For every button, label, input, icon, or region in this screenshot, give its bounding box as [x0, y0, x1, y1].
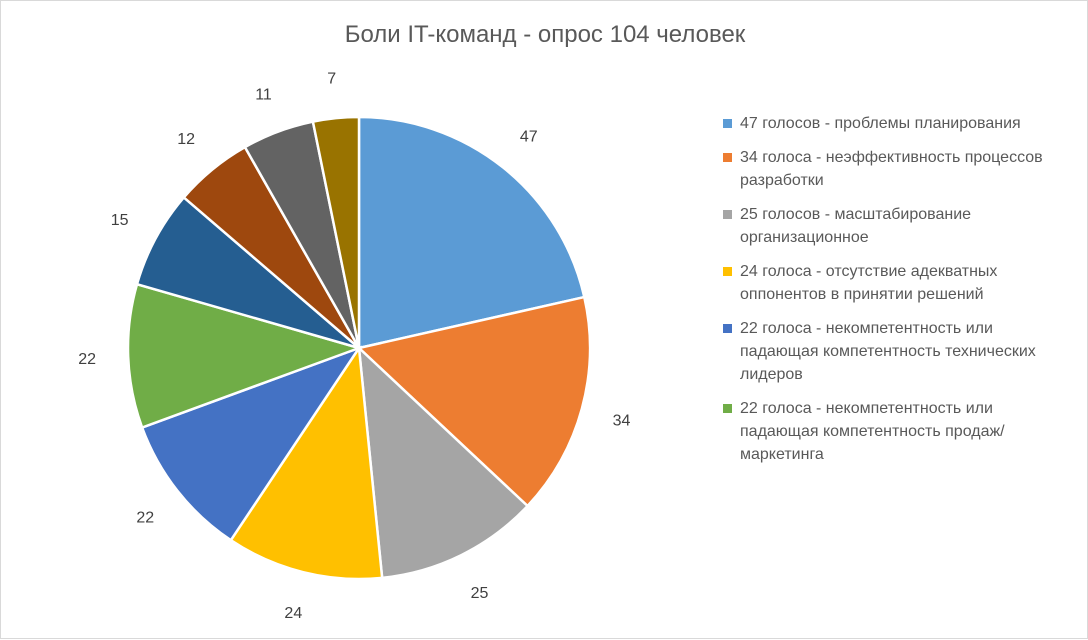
legend-label: 22 голоса - некомпетентность или падающа…	[740, 400, 1005, 463]
data-label: 12	[177, 131, 195, 148]
legend-item: 22 голоса - некомпетентность или падающа…	[723, 317, 1073, 386]
chart-legend: 47 голосов - проблемы планирования 34 гол…	[723, 112, 1073, 477]
legend-label: 47 голосов - проблемы планирования	[740, 115, 1021, 132]
data-label: 25	[471, 585, 489, 602]
legend-marker-icon	[723, 324, 732, 333]
legend-item: 25 голосов - масштабирование организацио…	[723, 203, 1073, 249]
data-label: 7	[327, 70, 336, 87]
pie-slice	[311, 115, 361, 349]
data-label: 24	[284, 605, 302, 622]
legend-marker-icon	[723, 153, 732, 162]
legend-item: 22 голоса - некомпетентность или падающа…	[723, 397, 1073, 466]
data-label: 34	[613, 412, 631, 429]
pie-slice	[357, 344, 530, 580]
legend-marker-icon	[723, 119, 732, 128]
pie-slice	[126, 282, 364, 430]
data-label: 47	[520, 129, 538, 146]
legend-item: 34 голоса - неэффективность процессов ра…	[723, 146, 1073, 192]
pie-slice	[357, 115, 586, 350]
pie-slice	[229, 344, 384, 581]
pie-slice	[356, 295, 592, 508]
data-label: 15	[111, 212, 129, 229]
legend-marker-icon	[723, 404, 732, 413]
legend-label: 25 голосов - масштабирование организацио…	[740, 206, 972, 246]
legend-item: 24 голоса - отсутствие адекватных оппоне…	[723, 260, 1073, 306]
legend-label: 34 голоса - неэффективность процессов ра…	[740, 149, 1043, 189]
legend-label: 24 голоса - отсутствие адекватных оппоне…	[740, 263, 998, 303]
legend-label: 22 голоса - некомпетентность или падающа…	[740, 320, 1036, 383]
legend-marker-icon	[723, 210, 732, 219]
legend-item: 47 голосов - проблемы планирования	[723, 112, 1073, 135]
pie-slice	[140, 345, 363, 542]
legend-marker-icon	[723, 267, 732, 276]
chart-title: Боли IT-команд - опрос 104 человек	[344, 21, 746, 48]
data-label: 22	[136, 509, 154, 526]
data-label: 11	[255, 86, 272, 103]
data-label: 22	[78, 351, 96, 368]
